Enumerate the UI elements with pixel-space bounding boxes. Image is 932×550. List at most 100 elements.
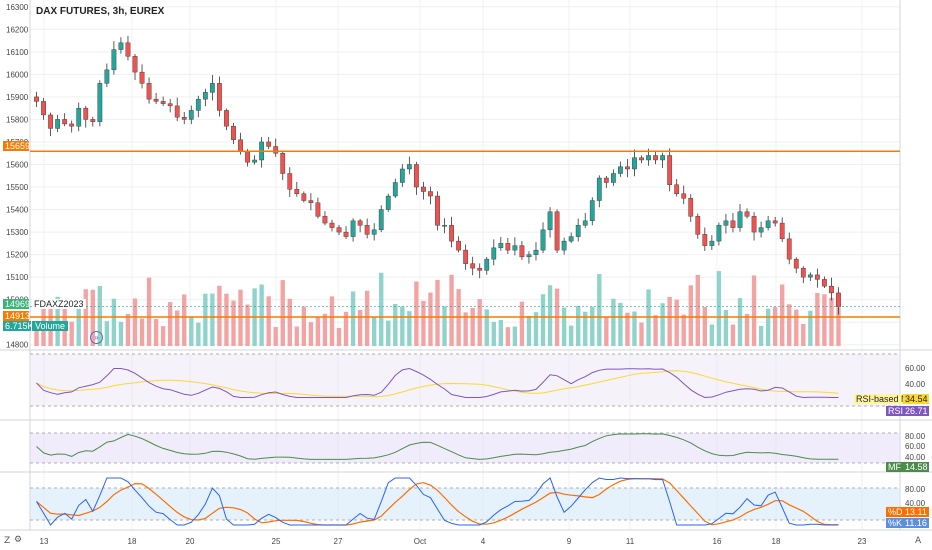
- candle-body: [561, 240, 567, 251]
- candle-body: [589, 200, 595, 222]
- volume-value-tag: 6.715K: [3, 321, 34, 331]
- volume-bar: [597, 273, 602, 346]
- time-axis-label: 18: [128, 537, 137, 546]
- candle-body: [280, 153, 286, 174]
- candle-body: [582, 220, 588, 226]
- volume-bar: [568, 325, 574, 346]
- replay-icon[interactable]: »: [90, 331, 103, 344]
- indicator-axis-label: 80.00: [905, 485, 926, 494]
- indicator-axis-label: 80.00: [905, 432, 926, 441]
- settings-gear-icon[interactable]: ⚙: [14, 535, 23, 545]
- volume-bar: [498, 319, 503, 346]
- candle-body: [139, 71, 145, 84]
- candle-body: [238, 139, 243, 152]
- volume-bar: [308, 322, 314, 346]
- candle-body: [329, 222, 335, 228]
- candle-body: [428, 191, 433, 197]
- volume-bar: [132, 298, 138, 346]
- stoch-band: [30, 488, 900, 520]
- volume-bar: [442, 306, 447, 346]
- volume-bar: [808, 310, 813, 346]
- volume-bar: [519, 301, 525, 346]
- candle-body: [294, 189, 300, 194]
- volume-bar: [561, 307, 567, 346]
- stoch-k-value-tag: 11.16: [903, 518, 929, 528]
- price-axis-label: 15200: [6, 251, 29, 260]
- candle-body: [315, 202, 321, 217]
- candle-body: [519, 245, 525, 258]
- volume-bar: [716, 271, 722, 346]
- volume-bar: [34, 323, 39, 346]
- volume-bar: [801, 324, 806, 346]
- price-axis-label: 14800: [6, 341, 29, 350]
- stoch-k-label: %K: [886, 518, 905, 528]
- volume-bar: [709, 324, 715, 346]
- candle-body: [90, 119, 96, 122]
- volume-bar: [611, 298, 616, 346]
- volume-bar: [167, 302, 173, 346]
- indicator-axis-label: 40.00: [905, 499, 926, 508]
- candle-body: [350, 220, 356, 237]
- volume-bar: [822, 294, 827, 346]
- mfi-label: MF: [886, 462, 903, 472]
- rsi-line: [36, 367, 839, 399]
- candle-body: [343, 231, 349, 237]
- volume-bar: [604, 316, 609, 346]
- candle-body: [793, 258, 799, 269]
- volume-bar: [182, 294, 187, 346]
- volume-bar: [794, 309, 799, 346]
- volume-bar: [470, 307, 475, 346]
- volume-bar: [343, 311, 349, 346]
- candle-body: [554, 211, 560, 251]
- candle-body: [231, 125, 236, 140]
- price-axis-label: 15500: [6, 183, 29, 192]
- auto-scale-button[interactable]: A: [915, 536, 922, 546]
- volume-bar: [758, 325, 764, 346]
- volume-bar: [280, 280, 285, 346]
- candle-body: [97, 83, 103, 122]
- time-axis-label: 16: [713, 537, 722, 546]
- candle-body: [188, 110, 194, 120]
- candle-body: [69, 123, 75, 127]
- volume-bar: [287, 298, 292, 346]
- candle-body: [779, 222, 785, 240]
- candle-body: [55, 119, 61, 129]
- candle-body: [477, 267, 483, 271]
- volume-bar: [463, 312, 468, 346]
- volume-bar: [540, 294, 546, 346]
- volume-bar: [118, 321, 124, 346]
- candle-body: [456, 240, 461, 251]
- volume-bar: [505, 327, 511, 346]
- indicator-axis-label: 60.00: [905, 364, 926, 373]
- volume-bar: [695, 274, 700, 346]
- candle-body: [632, 157, 637, 170]
- candle-body: [435, 195, 440, 226]
- symbol-label: FDAXZ2023: [32, 299, 86, 309]
- volume-bar: [815, 293, 820, 346]
- volume-bar: [414, 281, 419, 346]
- horizontal-levels[interactable]: [30, 150, 900, 318]
- volume-bar: [393, 303, 398, 346]
- volume-bar: [484, 309, 489, 346]
- candle-body: [104, 69, 110, 84]
- rsi-value-tag: 26.71: [903, 406, 929, 416]
- candle-body: [301, 193, 307, 201]
- candle-body: [758, 227, 764, 233]
- candle-body: [737, 211, 743, 228]
- volume-bar: [639, 322, 644, 346]
- volume-bar: [653, 315, 658, 346]
- candle-body: [533, 249, 539, 255]
- timezone-button[interactable]: Z: [4, 536, 11, 546]
- time-axis-label: 11: [626, 537, 635, 546]
- volume-bar: [618, 302, 623, 346]
- candle-body: [210, 83, 215, 93]
- volume-bar: [533, 312, 539, 346]
- candle-body: [702, 234, 708, 246]
- volume-bar: [737, 298, 743, 346]
- candle-body: [132, 56, 138, 73]
- chart-title: DAX FUTURES, 3h, EUREX: [36, 6, 165, 17]
- candle-body: [399, 168, 405, 183]
- indicator-axis-label: 40.00: [905, 453, 926, 462]
- time-axis-label: 18: [772, 537, 781, 546]
